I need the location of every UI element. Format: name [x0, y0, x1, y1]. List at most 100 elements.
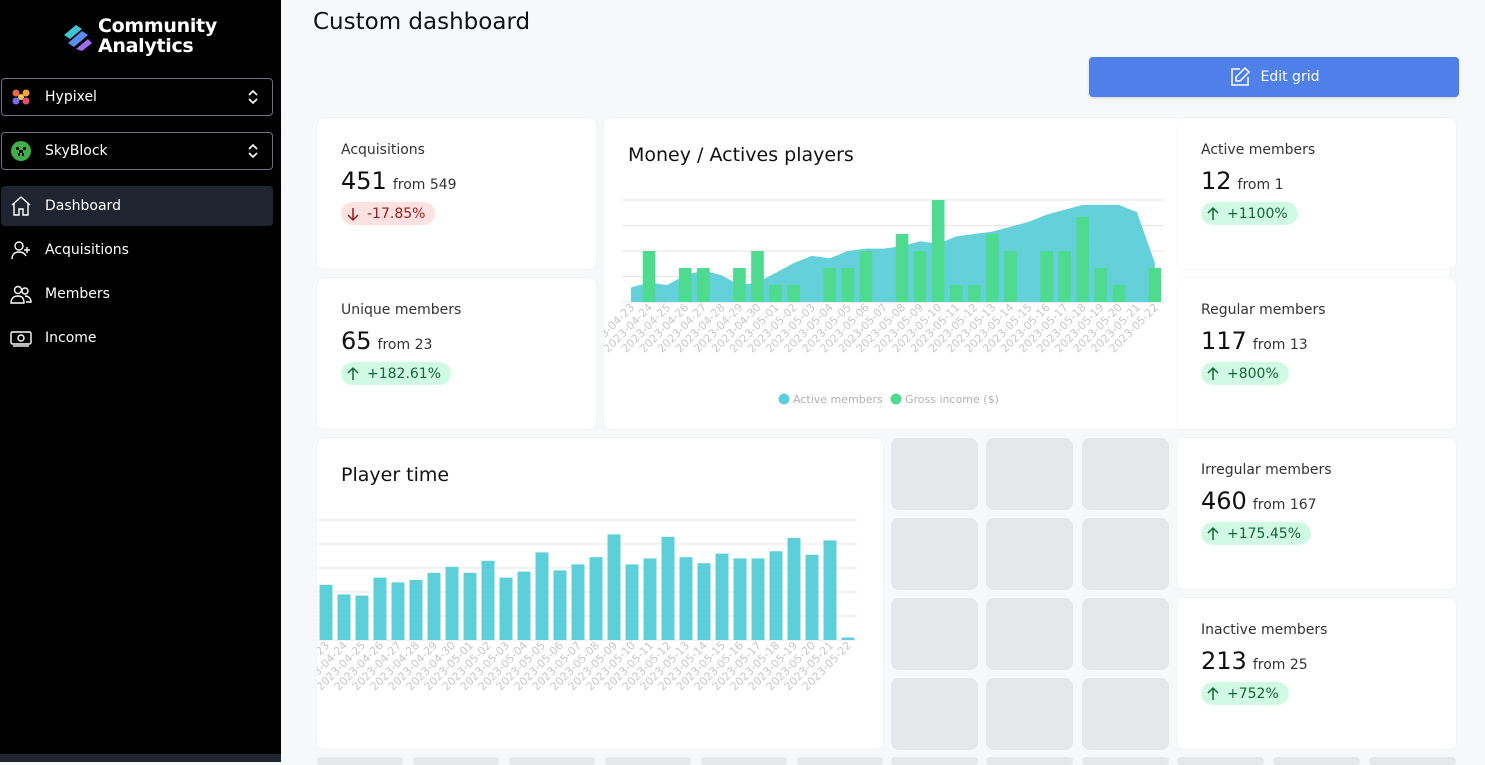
- bar: [517, 571, 531, 640]
- empty-grid-cell[interactable]: [986, 757, 1073, 765]
- player-time-chart: 2023-04-232023-04-242023-04-252023-04-26…: [317, 519, 857, 693]
- bar: [769, 551, 783, 640]
- bar: [409, 580, 423, 640]
- bar: [679, 557, 693, 640]
- stat-label: Regular members: [1201, 302, 1326, 318]
- legend-label: Active members: [793, 393, 883, 406]
- bar: [1040, 251, 1053, 302]
- nav-item-members[interactable]: Members: [1, 274, 273, 314]
- empty-grid-cell[interactable]: [986, 678, 1073, 750]
- bar: [823, 268, 837, 302]
- bar: [391, 582, 405, 640]
- empty-grid-cell[interactable]: [701, 757, 787, 765]
- bar: [787, 285, 800, 302]
- server-selector[interactable]: Hypixel: [1, 78, 273, 116]
- logo-icon: [64, 25, 92, 51]
- empty-grid-cell[interactable]: [797, 757, 883, 765]
- bar: [696, 268, 710, 302]
- bar: [841, 637, 855, 640]
- empty-grid-cell[interactable]: [891, 518, 978, 590]
- empty-grid-cell[interactable]: [1082, 438, 1169, 510]
- nav-item-label: Dashboard: [45, 198, 121, 214]
- stat-label: Acquisitions: [341, 142, 425, 158]
- app-name: Community Analytics: [98, 15, 217, 57]
- stat-value-row: 12 from 1: [1201, 167, 1283, 199]
- empty-grid-cell[interactable]: [605, 757, 691, 765]
- bar: [481, 560, 495, 640]
- bar: [463, 572, 477, 640]
- stat-value: 213: [1201, 647, 1247, 675]
- chart-card-player-time: Player time 2023-04-23 2023-04-24 2023-04-…: [317, 438, 883, 749]
- bar: [337, 594, 351, 640]
- change-value: +1100%: [1227, 205, 1288, 222]
- nav-item-label: Acquisitions: [45, 242, 129, 258]
- empty-grid-cell[interactable]: [1082, 757, 1169, 765]
- change-value: +752%: [1227, 685, 1279, 702]
- empty-grid-cell[interactable]: [986, 438, 1073, 510]
- bar: [427, 572, 441, 640]
- stat-value: 451: [341, 167, 387, 195]
- empty-grid-cell[interactable]: [1082, 518, 1169, 590]
- nav-item-dashboard[interactable]: Dashboard: [1, 186, 273, 226]
- nav-item-income[interactable]: Income: [1, 318, 273, 358]
- stat-value-row: 117 from 13: [1201, 327, 1308, 359]
- stat-value-row: 460 from 167: [1201, 487, 1317, 519]
- change-value: +175.45%: [1227, 525, 1302, 542]
- bar: [751, 558, 765, 640]
- empty-grid-cell[interactable]: [1082, 598, 1169, 670]
- change-badge: +1100%: [1201, 202, 1298, 225]
- empty-grid-cell[interactable]: [891, 598, 978, 670]
- empty-grid-cell[interactable]: [1369, 757, 1456, 765]
- stat-label: Unique members: [341, 302, 462, 318]
- empty-grid-cell[interactable]: [891, 757, 978, 765]
- app-logo[interactable]: Community Analytics: [62, 16, 217, 56]
- arrow-down-icon: [347, 207, 359, 221]
- game-selector[interactable]: SkyBlock: [1, 132, 273, 170]
- empty-grid-cell[interactable]: [509, 757, 595, 765]
- empty-grid-cell[interactable]: [317, 757, 403, 765]
- stat-card-unique-members: Unique members 65 from 23 +182.61%: [317, 278, 596, 429]
- legend-label: Gross income ($): [905, 393, 999, 406]
- server-selector-label: Hypixel: [45, 89, 97, 105]
- money-actives-chart: 2023-04-232023-04-242023-04-252023-04-26…: [604, 199, 1164, 406]
- bar: [607, 534, 621, 640]
- bar: [319, 584, 333, 640]
- legend-marker: [778, 393, 790, 405]
- game-selector-label: SkyBlock: [45, 143, 108, 159]
- bar: [589, 557, 603, 640]
- bar: [643, 558, 657, 640]
- stat-value-row: 65 from 23: [341, 327, 432, 359]
- bar: [841, 268, 855, 302]
- empty-grid-cell[interactable]: [1082, 678, 1169, 750]
- page-title: Custom dashboard: [313, 9, 531, 35]
- stat-from: from 167: [1252, 497, 1317, 513]
- users-icon: [10, 285, 32, 304]
- bar: [715, 553, 729, 640]
- chevron-up-down-icon: [248, 89, 258, 105]
- money-icon: [10, 331, 32, 347]
- bar: [1112, 285, 1126, 302]
- bar: [823, 540, 837, 640]
- empty-grid-cell[interactable]: [891, 678, 978, 750]
- change-value: +182.61%: [367, 365, 442, 382]
- change-badge: -17.85%: [341, 202, 436, 225]
- arrow-up-icon: [1207, 686, 1219, 700]
- bar: [805, 554, 819, 640]
- edit-grid-button[interactable]: Edit grid: [1089, 57, 1459, 97]
- empty-grid-cell[interactable]: [891, 438, 978, 510]
- empty-grid-cell[interactable]: [986, 598, 1073, 670]
- empty-grid-cell[interactable]: [986, 518, 1073, 590]
- arrow-up-icon: [347, 366, 359, 380]
- empty-grid-cell[interactable]: [1177, 757, 1264, 765]
- stat-from: from 1: [1237, 177, 1284, 193]
- edit-grid-label: Edit grid: [1260, 69, 1320, 85]
- nav-item-label: Members: [45, 286, 110, 302]
- stat-value: 12: [1201, 167, 1232, 195]
- edit-icon: [1230, 66, 1250, 86]
- stat-card-regular-members: Regular members 117 from 13 +800%: [1177, 278, 1456, 429]
- stat-card-irregular-members: Irregular members 460 from 167 +175.45%: [1177, 438, 1456, 589]
- empty-grid-cell[interactable]: [413, 757, 499, 765]
- empty-grid-cell[interactable]: [1273, 757, 1360, 765]
- stat-card-active-members: Active members 12 from 1 +1100%: [1177, 118, 1456, 269]
- nav-item-acquisitions[interactable]: Acquisitions: [1, 230, 273, 270]
